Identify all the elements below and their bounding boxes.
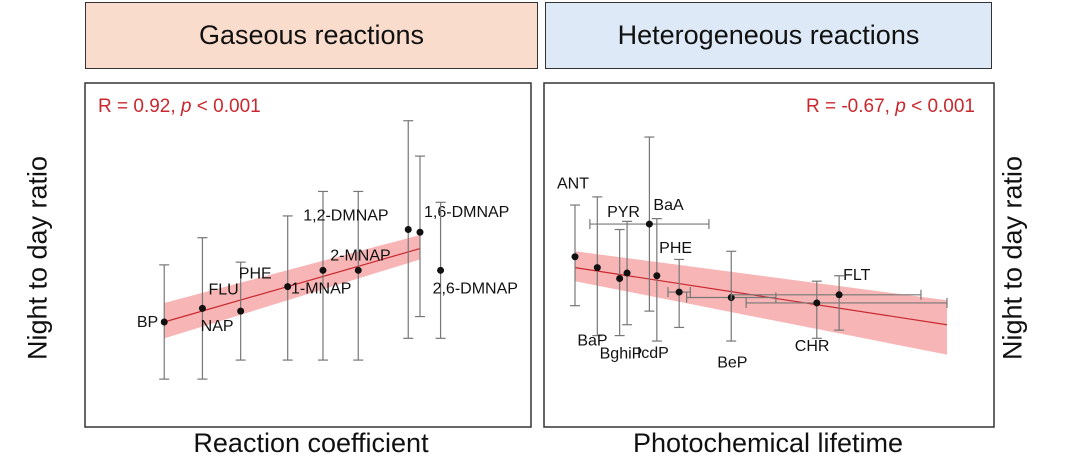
- point-label: BaP: [577, 333, 607, 350]
- stat-p-symbol: p: [180, 96, 192, 117]
- panel-title: Gaseous reactions: [198, 20, 425, 50]
- plot-frame: [543, 82, 995, 428]
- data-point-flu: [198, 304, 206, 312]
- point-label: FLU: [208, 281, 238, 298]
- point-label: BghiP: [600, 345, 643, 362]
- chart-gaseous: BP FLU NAP PHE 1-MNAP 2-MNAP 1,2-DMNAP 1,6-DMNA…: [84, 82, 532, 428]
- plot-frame: [84, 82, 532, 428]
- data-point-bap: [593, 264, 601, 272]
- data-point-1,2-dmnap: [404, 226, 412, 234]
- data-point-phe: [675, 288, 683, 296]
- point-label: PHE: [239, 266, 272, 283]
- panel-header-gaseous: Gaseous reactions: [85, 2, 538, 69]
- data-point-2,6-dmnap: [437, 266, 445, 274]
- data-point-pyr: [623, 269, 631, 277]
- point-label: 1,2-DMNAP: [303, 208, 388, 225]
- point-label: 2-MNAP: [330, 247, 390, 264]
- stat-p-symbol: p: [894, 96, 906, 117]
- point-label: BP: [137, 314, 158, 331]
- point-label: ANT: [557, 176, 589, 193]
- point-label: BaA: [653, 197, 684, 214]
- point-label: 2,6-DMNAP: [433, 280, 518, 297]
- point-label: CHR: [795, 338, 830, 355]
- point-label: BeP: [717, 355, 747, 372]
- x-axis-label-left: Reaction coefficient: [193, 428, 429, 458]
- fit-line: [164, 247, 421, 323]
- y-axis-label-right: Night to day ratio: [997, 155, 1028, 361]
- stat-p-value: < 0.001: [192, 96, 261, 117]
- point-label: 1,6-DMNAP: [424, 204, 509, 221]
- data-point-bghip: [616, 274, 624, 282]
- point-label: PYR: [607, 204, 640, 221]
- x-axis-label-right: Photochemical lifetime: [632, 428, 904, 458]
- confidence-band: [164, 234, 420, 339]
- y-axis-label-left: Night to day ratio: [22, 155, 53, 361]
- data-point-chr: [813, 299, 821, 307]
- stat-r: R = -0.67,: [806, 96, 895, 117]
- point-label: NAP: [201, 318, 234, 335]
- stat-r: R = 0.92,: [98, 96, 181, 117]
- data-point-1,6-dmnap: [416, 228, 424, 236]
- data-point-bp: [160, 318, 168, 326]
- point-label: IcdP: [637, 345, 669, 362]
- fit-line: [574, 267, 948, 326]
- data-point-flt: [835, 291, 843, 299]
- data-point-ant: [571, 253, 579, 261]
- point-label: 1-MNAP: [291, 280, 351, 297]
- correlation-stat: R = -0.67, p < 0.001: [806, 96, 975, 117]
- data-point-phe: [284, 283, 292, 291]
- panel-header-heterogeneous: Heterogeneous reactions: [545, 2, 992, 69]
- data-point-2-mnap: [354, 266, 362, 274]
- data-point-icdp: [653, 272, 661, 280]
- point-label: PHE: [659, 240, 692, 257]
- stat-p-value: < 0.001: [906, 96, 975, 117]
- data-point-baa: [645, 220, 653, 228]
- correlation-stat: R = 0.92, p < 0.001: [98, 96, 261, 117]
- panel-title: Heterogeneous reactions: [617, 20, 920, 50]
- point-label: FLT: [843, 267, 870, 284]
- data-point-nap: [237, 307, 245, 315]
- data-point-1-mnap: [319, 266, 327, 274]
